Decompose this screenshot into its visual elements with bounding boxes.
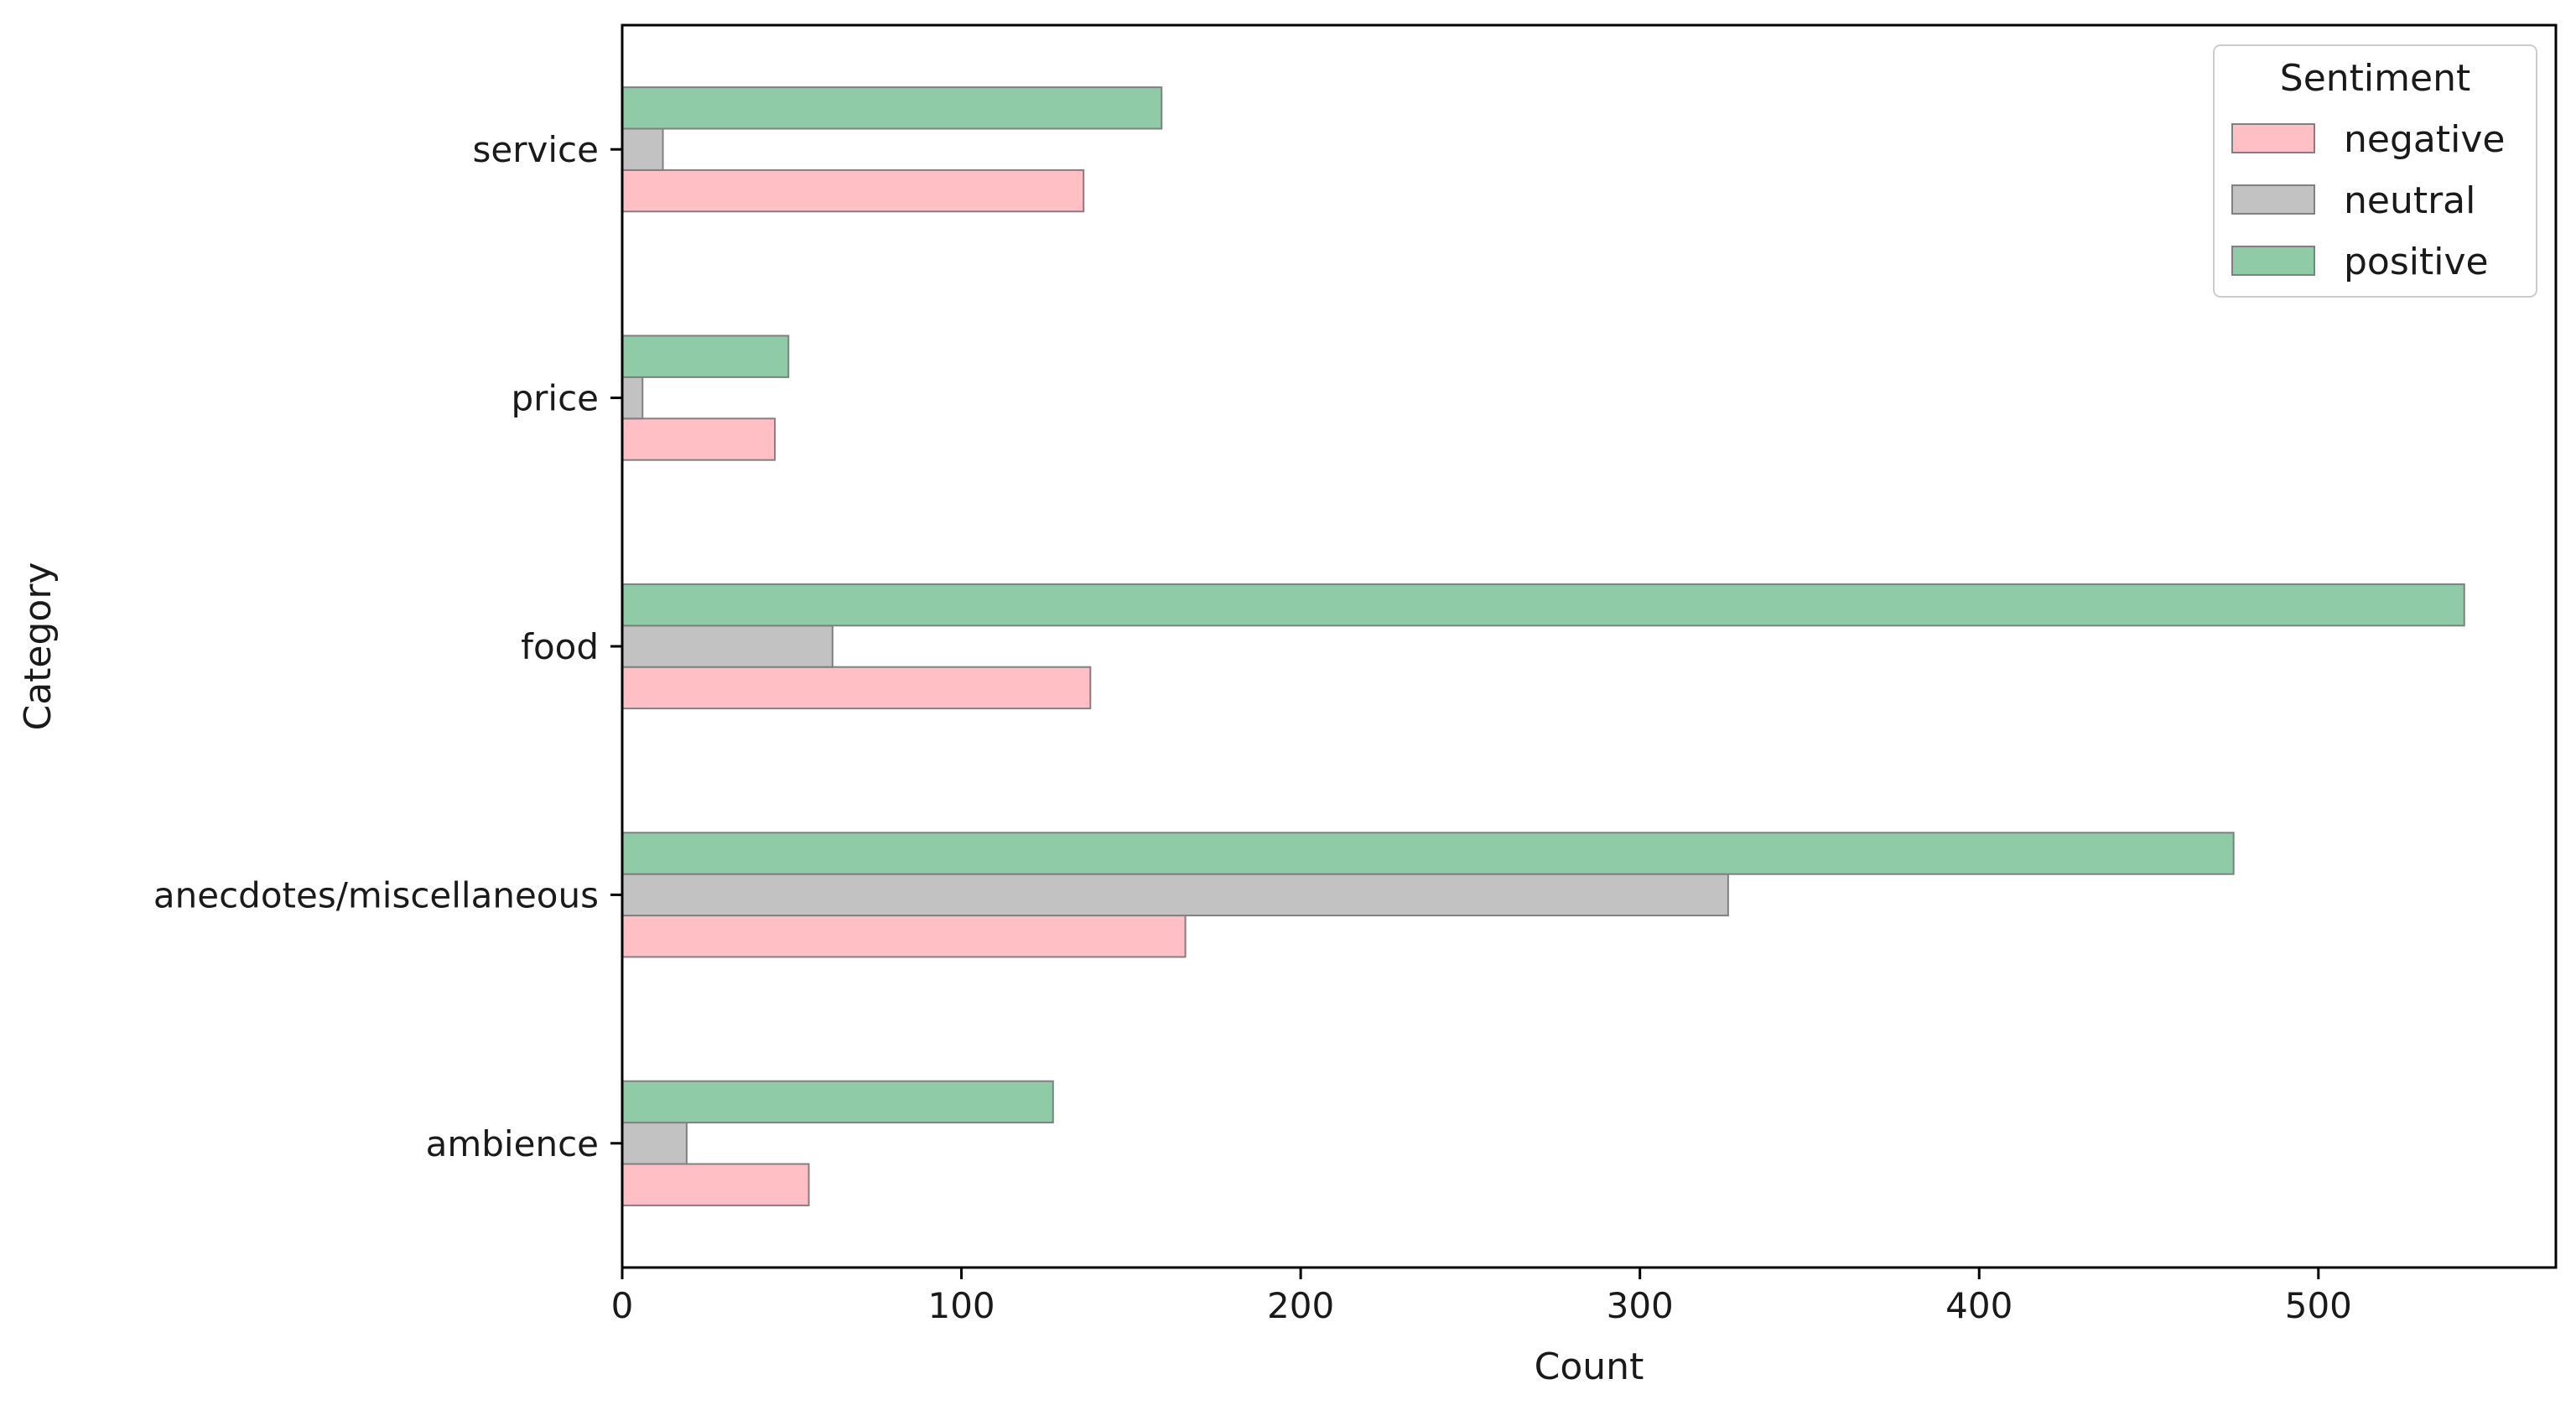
legend-label-positive: positive — [2344, 241, 2489, 283]
bars — [621, 86, 2465, 1206]
bar-ambience-neutral — [621, 1122, 688, 1165]
y-tick-label: anecdotes/miscellaneous — [153, 874, 599, 915]
bar-price-negative — [621, 417, 776, 461]
x-tick-label: 500 — [2285, 1285, 2352, 1326]
x-axis: 0 100 200 300 400 500 — [611, 1268, 2352, 1326]
legend-swatch-positive — [2231, 246, 2315, 276]
bar-anecdotes-miscellaneous-positive — [621, 832, 2235, 875]
x-tick-label: 300 — [1607, 1285, 1674, 1326]
x-tick-label: 100 — [927, 1285, 995, 1326]
legend-label-negative: negative — [2344, 118, 2505, 161]
x-axis-label: Count — [1535, 1345, 1644, 1388]
y-tick-label: service — [473, 129, 599, 170]
bar-ambience-positive — [621, 1080, 1054, 1124]
bar-food-negative — [621, 666, 1092, 710]
legend-label-neutral: neutral — [2344, 179, 2475, 222]
x-tick-label: 200 — [1267, 1285, 1334, 1326]
bar-ambience-negative — [621, 1163, 810, 1206]
legend-box — [2213, 44, 2537, 298]
bar-price-neutral — [621, 376, 644, 420]
y-tick-label: food — [521, 626, 599, 667]
bar-food-positive — [621, 583, 2465, 627]
bar-anecdotes-miscellaneous-negative — [621, 915, 1187, 958]
legend: Sentiment negative neutral positive — [2213, 44, 2537, 298]
bar-price-positive — [621, 334, 790, 378]
legend-title: Sentiment — [2280, 57, 2470, 100]
y-tick-label: price — [511, 378, 599, 419]
y-axis-label: Category — [17, 563, 60, 731]
x-tick-label: 0 — [611, 1285, 634, 1326]
bar-food-neutral — [621, 625, 834, 668]
y-axis: ambience anecdotes/miscellaneous food price… — [153, 129, 622, 1164]
legend-entries: negative neutral positive — [2231, 118, 2505, 283]
bar-service-negative — [621, 168, 1085, 213]
bar-anecdotes-miscellaneous-neutral — [621, 873, 1729, 917]
bar-service-positive — [621, 86, 1163, 130]
y-tick-label: ambience — [426, 1123, 599, 1164]
legend-swatch-neutral — [2231, 184, 2315, 215]
bar-service-neutral — [621, 127, 664, 171]
legend-swatch-negative — [2231, 123, 2315, 153]
x-tick-label: 400 — [1945, 1285, 2012, 1326]
